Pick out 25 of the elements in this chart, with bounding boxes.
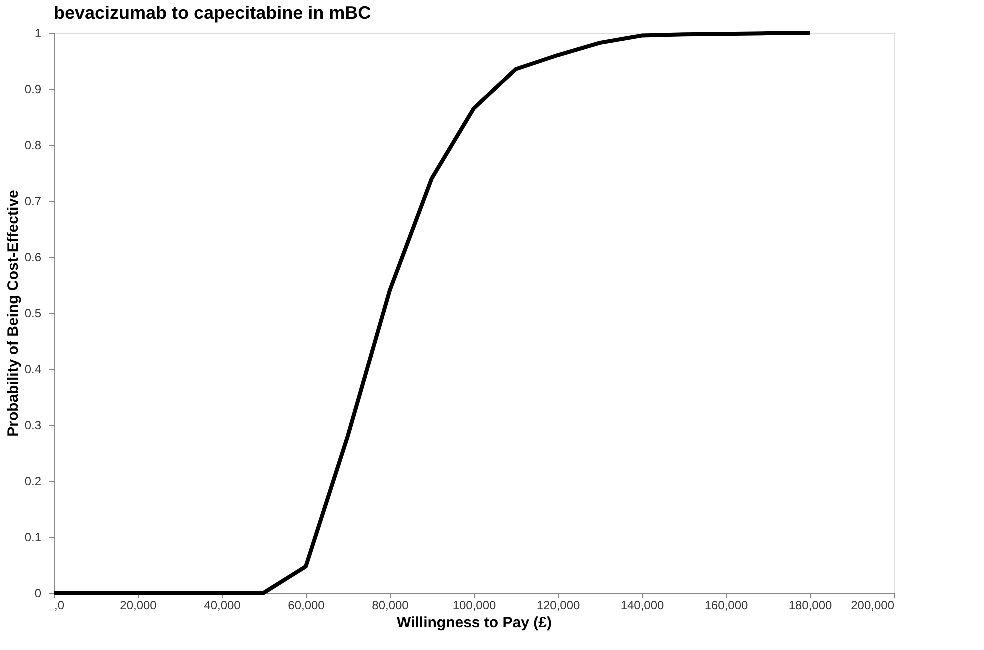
y-tick-label: 0.3 [24, 418, 42, 432]
y-tick-label: 0.5 [24, 306, 42, 320]
y-axis-title: Probability of Being Cost-Effective [4, 190, 22, 437]
x-tick-label: 200,000 [851, 598, 895, 612]
x-tick-label: 100,000 [452, 598, 497, 612]
x-tick-label: ,0 [54, 598, 65, 612]
x-tick-label: 120,000 [536, 598, 581, 612]
y-tick-label: 1 [34, 26, 42, 40]
x-tick-label: 20,000 [120, 598, 158, 612]
x-axis-title: Willingness to Pay (£) [397, 614, 552, 632]
y-tick-label: 0.7 [24, 194, 42, 208]
y-tick-label: 0.1 [24, 530, 42, 544]
x-tick-label: 80,000 [372, 598, 410, 612]
y-tick-label: 0.2 [24, 474, 42, 488]
y-tick-label: 0 [34, 586, 42, 600]
y-tick-label: 0.4 [24, 362, 42, 376]
y-tick-label: 0.8 [24, 138, 42, 152]
x-tick-label: 180,000 [788, 598, 833, 612]
y-tick-label: 0.9 [24, 82, 42, 96]
x-tick-label: 60,000 [288, 598, 326, 612]
chart-title: bevacizumab to capecitabine in mBC [54, 3, 372, 23]
y-tick-label: 0.6 [24, 250, 42, 264]
x-tick-label: 140,000 [620, 598, 665, 612]
x-tick-label: 160,000 [704, 598, 749, 612]
x-tick-label: 40,000 [204, 598, 242, 612]
